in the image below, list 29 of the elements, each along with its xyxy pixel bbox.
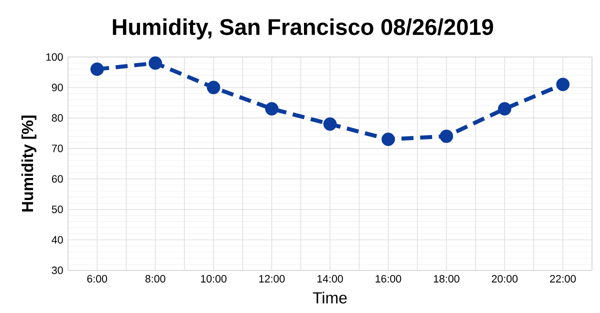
x-tick-label: 10:00: [201, 275, 226, 283]
y-tick-label: 70: [52, 144, 63, 152]
x-axis-title: Time: [312, 292, 347, 304]
x-tick-label: 12:00: [259, 275, 285, 283]
point: [556, 78, 570, 92]
point: [90, 62, 104, 76]
x-tick-label: 18:00: [434, 275, 460, 283]
y-tick-label: 40: [52, 236, 63, 244]
x-tick-label: 20:00: [492, 275, 518, 283]
y-tick-label: 90: [52, 84, 63, 92]
chart-title: Humidity, San Francisco 08/26/2019: [112, 18, 494, 40]
x-tick-label: 6:00: [87, 275, 108, 283]
y-tick-label: 50: [52, 206, 63, 214]
y-tick-label: 30: [52, 266, 63, 274]
y-axis-title: Humidity [%]: [21, 116, 36, 212]
point: [148, 56, 162, 70]
point: [382, 132, 395, 146]
y-tick-label: 60: [52, 175, 63, 183]
y-tick-label: 100: [46, 53, 63, 61]
x-tick-label: 14:00: [317, 275, 343, 283]
point: [323, 117, 337, 131]
point: [440, 130, 454, 143]
x-tick-label: 16:00: [376, 275, 402, 283]
y-tick-label: 80: [52, 114, 63, 122]
x-tick-label: 8:00: [145, 275, 166, 283]
point: [265, 102, 278, 116]
x-tick-label: 22:00: [550, 275, 576, 283]
point: [206, 80, 220, 94]
point: [498, 102, 512, 116]
